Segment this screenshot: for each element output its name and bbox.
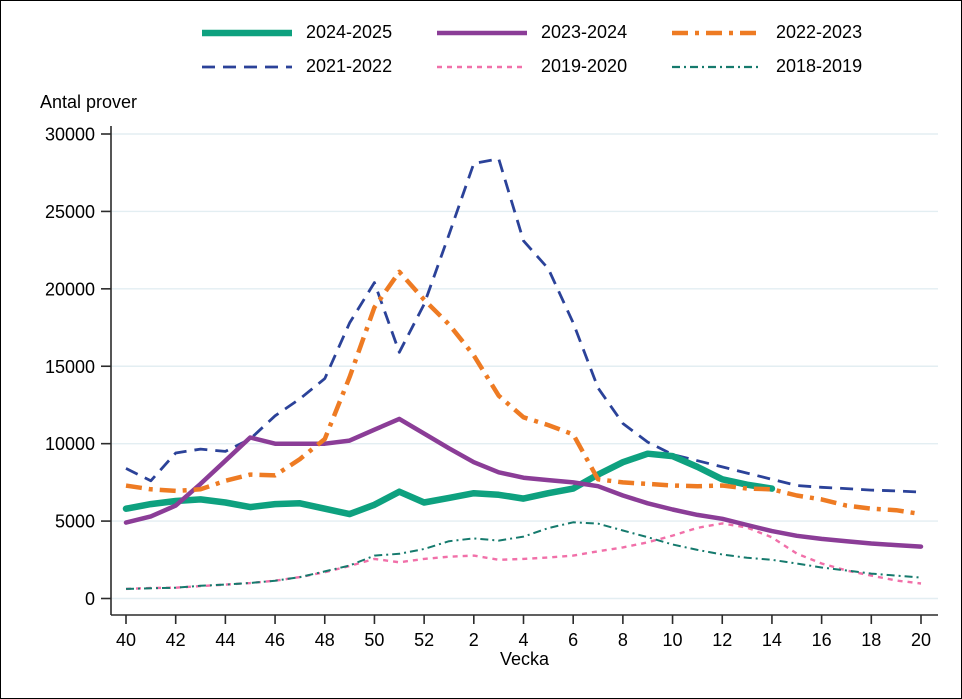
- svg-text:44: 44: [215, 630, 235, 650]
- series-2018-2019: [125, 521, 922, 590]
- svg-text:6: 6: [568, 630, 578, 650]
- x-axis-ticks: 40 42 44 46 48 50 52 2 4 6 8 10 12 14 16 18 20: [116, 615, 931, 650]
- svg-text:20000: 20000: [45, 279, 95, 299]
- svg-text:2: 2: [469, 630, 479, 650]
- svg-text:52: 52: [414, 630, 434, 650]
- series-2022-2023: [125, 269, 922, 517]
- svg-text:0: 0: [85, 589, 95, 609]
- legend-swatch-2023-2024: [436, 26, 528, 38]
- svg-text:16: 16: [812, 630, 832, 650]
- svg-text:42: 42: [166, 630, 186, 650]
- y-axis-title: Antal prover: [40, 92, 138, 112]
- svg-text:14: 14: [762, 630, 782, 650]
- legend-item-2024-2025: 2024-2025: [201, 23, 436, 41]
- svg-text:40: 40: [116, 630, 136, 650]
- legend-swatch-2019-2020: [436, 60, 528, 72]
- series-2023-2024: [123, 416, 924, 549]
- svg-text:48: 48: [315, 630, 335, 650]
- svg-text:25000: 25000: [45, 202, 95, 222]
- svg-text:18: 18: [861, 630, 881, 650]
- svg-text:50: 50: [364, 630, 384, 650]
- legend: 2024-2025 2023-2024 2022-2023 2021-2022 …: [201, 15, 906, 83]
- series-2021-2022: [125, 157, 922, 494]
- svg-text:8: 8: [618, 630, 628, 650]
- legend-swatch-2021-2022: [201, 60, 293, 72]
- legend-label-2018-2019: 2018-2019: [776, 56, 863, 76]
- legend-label-2023-2024: 2023-2024: [541, 22, 628, 42]
- svg-text:10: 10: [663, 630, 683, 650]
- svg-text:12: 12: [712, 630, 732, 650]
- svg-text:20: 20: [911, 630, 931, 650]
- svg-text:5000: 5000: [55, 512, 95, 532]
- svg-text:30000: 30000: [45, 125, 95, 145]
- axes: [110, 126, 938, 616]
- series-2024-2025: [122, 450, 776, 518]
- x-axis-title: Vecka: [499, 649, 550, 669]
- legend-item-2021-2022: 2021-2022: [201, 57, 436, 75]
- legend-label-2021-2022: 2021-2022: [306, 56, 393, 76]
- svg-text:46: 46: [265, 630, 285, 650]
- svg-text:4: 4: [518, 630, 528, 650]
- legend-item-2018-2019: 2018-2019: [671, 57, 906, 75]
- legend-label-2024-2025: 2024-2025: [306, 22, 393, 42]
- legend-swatch-2022-2023: [671, 26, 763, 38]
- legend-item-2022-2023: 2022-2023: [671, 23, 906, 41]
- legend-label-2022-2023: 2022-2023: [776, 22, 863, 42]
- legend-item-2023-2024: 2023-2024: [436, 23, 671, 41]
- legend-item-2019-2020: 2019-2020: [436, 57, 671, 75]
- legend-label-2019-2020: 2019-2020: [541, 56, 628, 76]
- legend-swatch-2018-2019: [671, 60, 763, 72]
- gridlines: [111, 133, 938, 600]
- svg-text:15000: 15000: [45, 357, 95, 377]
- svg-text:10000: 10000: [45, 434, 95, 454]
- series-2019-2020: [125, 522, 922, 591]
- legend-swatch-2024-2025: [201, 26, 293, 38]
- y-axis-ticks: 0 5000 10000 15000 20000 25000 30000: [45, 125, 111, 609]
